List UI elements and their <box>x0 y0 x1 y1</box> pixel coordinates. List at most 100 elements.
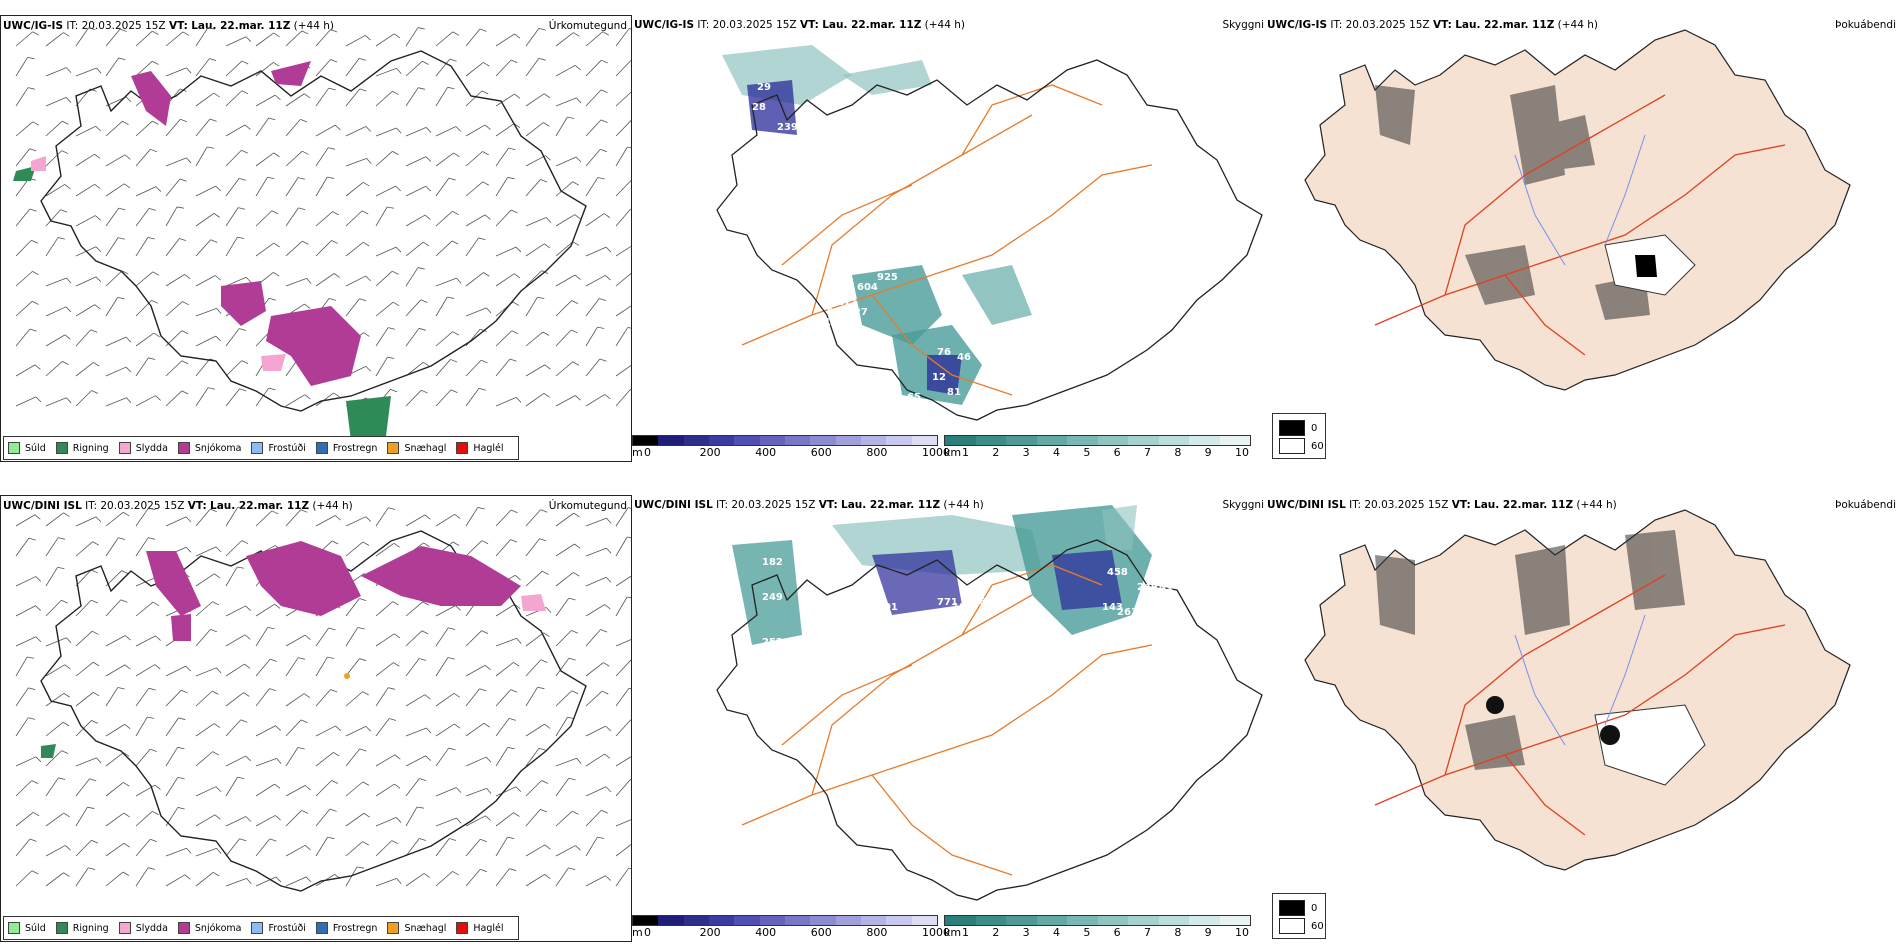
wind-barb <box>465 181 484 197</box>
wind-barb-flag <box>449 58 457 62</box>
legend-label: Frostregn <box>332 442 378 454</box>
wind-barb <box>345 35 366 47</box>
legend-label: Snæhagl <box>404 442 447 454</box>
wind-barb-flag <box>510 539 518 543</box>
wind-barb-flag <box>510 59 518 64</box>
wind-barb-flag <box>394 33 401 39</box>
wind-barb <box>225 634 246 647</box>
wind-barb-flag <box>35 576 42 582</box>
wind-barb-flag <box>328 87 336 91</box>
wind-barb <box>45 209 61 227</box>
wind-barb <box>285 30 303 47</box>
wind-barb <box>405 755 426 767</box>
wind-barb-flag <box>273 272 280 277</box>
wind-barb <box>105 57 119 77</box>
wind-barb <box>525 809 541 827</box>
wind-barb-flag <box>333 752 340 757</box>
wind-barb-flag <box>216 848 222 854</box>
wind-barb-flag <box>151 300 159 304</box>
wind-barb <box>195 872 214 887</box>
colorbar-segment <box>734 436 760 445</box>
cloud-base-label: 11 <box>817 317 831 328</box>
wind-barb-flag <box>182 31 190 36</box>
wind-barb <box>135 664 156 677</box>
wind-barb-flag <box>424 514 431 520</box>
wind-barb <box>435 359 451 377</box>
wind-barb-flag <box>121 270 129 275</box>
wind-barb-flag <box>392 601 399 606</box>
wind-barb-flag <box>597 836 605 839</box>
wind-barb <box>375 246 397 257</box>
wind-barb-flag <box>394 754 401 760</box>
wind-barb <box>495 396 517 407</box>
wind-barb-flag <box>152 810 159 815</box>
colorbar-segment <box>658 916 684 925</box>
colorbar-tick-label: 1000 <box>922 446 950 459</box>
wind-barb <box>225 507 239 527</box>
wind-barb-flag <box>574 65 581 71</box>
wind-barb-flag <box>597 177 605 180</box>
wind-barb <box>255 94 276 107</box>
wind-barb <box>615 180 631 197</box>
rivers <box>1514 614 1646 746</box>
wind-barb-flag <box>33 811 40 817</box>
wind-barb <box>525 659 542 677</box>
precip-map <box>13 27 631 441</box>
wind-barb-flag <box>575 395 581 401</box>
wind-barb <box>105 599 122 617</box>
wind-barb-flag <box>91 599 98 604</box>
wind-barb-flag <box>394 633 401 639</box>
wind-barb <box>615 327 629 347</box>
wind-barb <box>105 183 125 197</box>
wind-barb-flag <box>513 123 521 128</box>
wind-barb <box>165 390 183 407</box>
wind-barb <box>495 812 514 827</box>
wind-barb <box>405 727 427 737</box>
wind-barb-flag <box>365 126 372 132</box>
wind-barb <box>105 366 127 377</box>
wind-barb-flag <box>604 394 611 400</box>
wind-barb-flag <box>125 635 131 641</box>
wind-barb-flag <box>185 665 192 672</box>
wind-barb <box>585 604 605 617</box>
wind-barb <box>45 567 58 587</box>
colorbar-segment <box>911 916 937 925</box>
colorbar-segment <box>1006 436 1037 445</box>
wind-barb <box>525 57 540 77</box>
wind-barb-flag <box>449 838 457 841</box>
visibility-colorbar: km 1 2 3 4 5 6 7 8 9 10 <box>944 435 1264 459</box>
wind-barb-flag <box>213 92 220 98</box>
wind-barb-flag <box>244 124 251 130</box>
wind-barb <box>105 842 125 857</box>
fog-swatch-60 <box>1279 438 1305 454</box>
wind-barb-flag <box>95 215 101 221</box>
wind-barb-flag <box>27 56 35 60</box>
wind-barb-flag <box>481 359 488 364</box>
colorbar-segment <box>1097 916 1128 925</box>
wind-barb <box>15 687 29 707</box>
wind-barb <box>345 541 364 557</box>
wind-barb-flag <box>65 97 72 103</box>
wind-barb-flag <box>363 332 370 337</box>
wind-barb <box>615 867 630 887</box>
wind-barb-flag <box>481 90 489 95</box>
wind-barb <box>315 837 328 857</box>
wind-barb-flag <box>540 659 548 663</box>
wind-barb <box>285 119 301 137</box>
wind-barb <box>435 126 457 137</box>
wind-barb-flag <box>118 57 126 61</box>
wind-barb <box>465 272 484 287</box>
wind-barb-flag <box>58 537 66 540</box>
wind-barb <box>615 507 629 527</box>
wind-barb <box>45 664 66 677</box>
wind-barb-flag <box>627 536 631 539</box>
wind-barb-flag <box>420 299 428 303</box>
wind-barb <box>195 847 217 857</box>
wind-barb-flag <box>447 657 455 660</box>
wind-barb <box>615 389 631 407</box>
cloud-base-label: 771 <box>937 597 958 608</box>
wind-barb <box>435 152 454 167</box>
wind-barb-flag <box>62 721 70 727</box>
wind-barb <box>585 629 601 647</box>
legend-swatch <box>456 922 469 934</box>
